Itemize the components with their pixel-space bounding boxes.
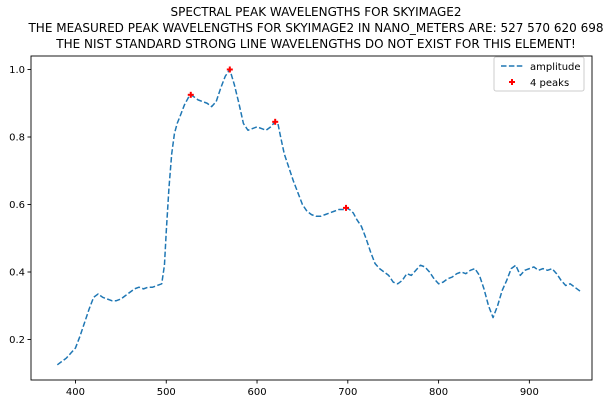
x-tick-label: 600	[247, 387, 266, 398]
chart-subtitle-nist: THE NIST STANDARD STRONG LINE WAVELENGTH…	[55, 37, 576, 51]
peak-marker	[187, 91, 194, 98]
x-tick-label: 500	[157, 387, 176, 398]
x-tick-label: 800	[429, 387, 448, 398]
chart-subtitle-peaks: THE MEASURED PEAK WAVELENGTHS FOR SKYIMA…	[27, 21, 603, 35]
y-tick-label: 0.8	[9, 133, 25, 144]
x-tick-label: 700	[338, 387, 357, 398]
peak-marker	[226, 66, 233, 73]
x-tick-label: 400	[66, 387, 85, 398]
legend-amplitude-label: amplitude	[530, 62, 581, 73]
axes: 400 500 600 700 800 900 0.2 0.4 0.6 0.8 1.0	[9, 55, 593, 398]
peak-marker	[272, 118, 279, 125]
legend-peaks-swatch	[509, 79, 515, 85]
chart-title: SPECTRAL PEAK WAVELENGTHS FOR SKYIMAGE2	[170, 5, 461, 19]
legend-box	[493, 56, 585, 92]
y-tick-label: 0.2	[9, 335, 25, 346]
peak-marker	[342, 204, 349, 211]
x-tick-label: 900	[520, 387, 539, 398]
legend: amplitude 4 peaks	[493, 56, 585, 92]
amplitude-series-line	[56, 68, 583, 366]
plot-area	[56, 66, 583, 366]
y-tick-label: 0.6	[9, 200, 25, 211]
y-tick-label: 0.4	[9, 268, 25, 279]
y-tick-label: 1.0	[9, 65, 25, 76]
legend-peaks-label: 4 peaks	[530, 78, 569, 89]
axes-frame	[30, 55, 593, 381]
